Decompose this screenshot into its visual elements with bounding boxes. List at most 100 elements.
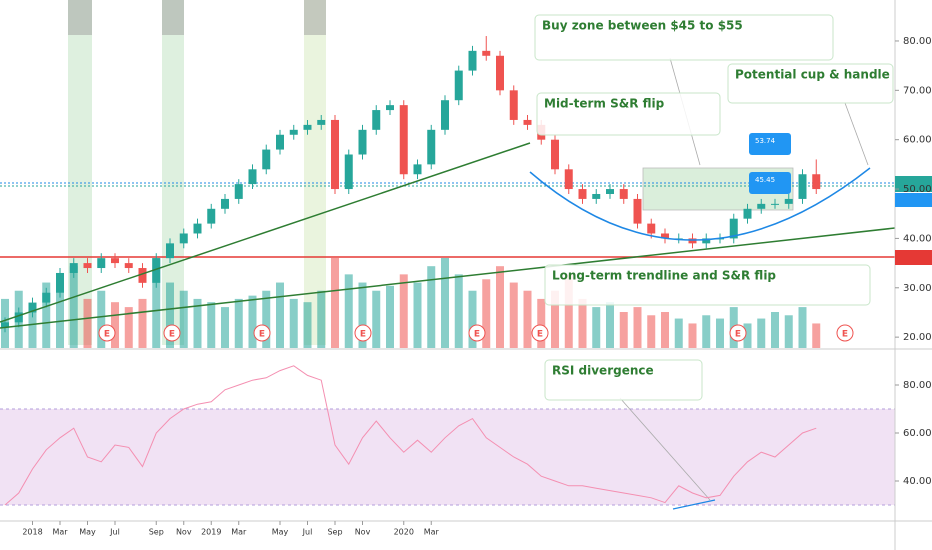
candle-body: [606, 189, 614, 194]
volume-bar: [784, 315, 793, 348]
x-tick-label: 2018: [22, 528, 42, 537]
earnings-marker: [729, 324, 747, 342]
price-tag: [895, 193, 932, 207]
earnings-marker: [468, 324, 486, 342]
volume-bar: [537, 298, 546, 348]
volume-bar: [289, 298, 298, 348]
volume-bar: [386, 285, 394, 348]
candle-body: [193, 223, 202, 234]
volume-bar: [647, 315, 656, 348]
candle-body: [413, 164, 422, 175]
earnings-marker: [98, 324, 116, 342]
volume-bar: [344, 274, 353, 348]
volume-bar: [331, 258, 339, 348]
volume-bar: [743, 323, 752, 348]
y-tick-label: 50.00: [903, 184, 932, 195]
x-tick-label: Mar: [52, 528, 68, 537]
y-tick-label: 70.00: [903, 85, 932, 96]
candle-body: [1, 322, 9, 328]
volume-bar: [427, 266, 436, 348]
earnings-marker: [253, 324, 271, 342]
candle-body: [812, 174, 821, 190]
candle-body: [111, 258, 119, 264]
volume-bar: [674, 318, 683, 348]
callout-pointer: [619, 397, 711, 501]
volume-bar: [97, 290, 106, 348]
cup-curve: [529, 167, 871, 241]
volume-bar: [441, 258, 449, 348]
volume-bar: [551, 290, 559, 348]
x-tick-label: Mar: [231, 528, 247, 537]
volume-bar: [798, 307, 807, 348]
volume-bar: [496, 266, 504, 348]
candle-body: [619, 189, 628, 199]
earnings-label: E: [104, 330, 110, 340]
volume-bar: [56, 274, 64, 348]
y-tick-label: 20.00: [903, 332, 932, 343]
volume-bar: [564, 274, 573, 348]
price-callout: [749, 172, 791, 194]
price-callout-label: 53.74: [755, 137, 776, 145]
volume-bar: [179, 290, 188, 348]
volume-bar: [523, 290, 532, 348]
volume-bar: [688, 323, 697, 348]
volume-bar: [509, 282, 518, 348]
candle-body: [482, 50, 491, 56]
volume-bar: [413, 282, 422, 348]
candle-body: [386, 105, 394, 111]
volume-bar: [454, 274, 463, 348]
x-tick-label: 2020: [394, 528, 414, 537]
candle-body: [564, 169, 573, 190]
candle-body: [468, 50, 477, 71]
candle-body: [496, 55, 504, 91]
candle-body: [276, 134, 284, 150]
candle-body: [221, 198, 229, 209]
candle-body: [509, 90, 518, 120]
candle-body: [647, 223, 656, 234]
volume-bar: [757, 318, 766, 348]
candle-body: [702, 238, 711, 244]
candle-body: [743, 208, 752, 219]
volume-bar: [592, 307, 601, 348]
candle-body: [441, 100, 449, 130]
fib-column: [162, 0, 184, 345]
price-callout: [749, 133, 791, 155]
volume-bar: [482, 279, 491, 348]
candle-body: [56, 272, 64, 293]
annotation: Long-term trendline and S&R flip: [552, 269, 776, 283]
x-tick-label: Mar: [424, 528, 440, 537]
x-tick-label: Jul: [302, 528, 313, 537]
volume-bar: [42, 282, 51, 348]
candle-body: [97, 258, 106, 269]
earnings-label: E: [537, 330, 543, 340]
annotation-box: [536, 92, 721, 136]
x-tick-label: May: [272, 528, 289, 537]
level-tag: [895, 250, 932, 265]
annotation: Potential cup & handle: [735, 68, 890, 82]
candle-body: [69, 263, 78, 273]
y-tick-label: 40.00: [903, 233, 932, 244]
candle-body: [138, 268, 147, 283]
volume-bar: [138, 298, 147, 348]
earnings-label: E: [735, 330, 741, 340]
annotation: Buy zone between $45 to $55: [542, 19, 743, 33]
annotation-box: [727, 63, 894, 104]
candle-body: [83, 263, 92, 269]
fib-column-top: [304, 0, 326, 35]
volume-bar: [234, 298, 243, 348]
candle-body: [344, 154, 353, 190]
volume-bar: [372, 290, 381, 348]
candle-body: [578, 189, 587, 199]
candle-body: [234, 184, 243, 199]
candle-body: [771, 203, 779, 205]
volume-bar: [578, 298, 587, 348]
volume-bar: [166, 282, 174, 348]
earnings-marker: [354, 324, 372, 342]
volume-bar: [69, 266, 78, 348]
candle-body: [784, 198, 793, 204]
last-price-tag: [895, 176, 932, 192]
candle-body: [124, 263, 133, 269]
candle-body: [798, 174, 807, 199]
volume-bar: [702, 315, 711, 348]
